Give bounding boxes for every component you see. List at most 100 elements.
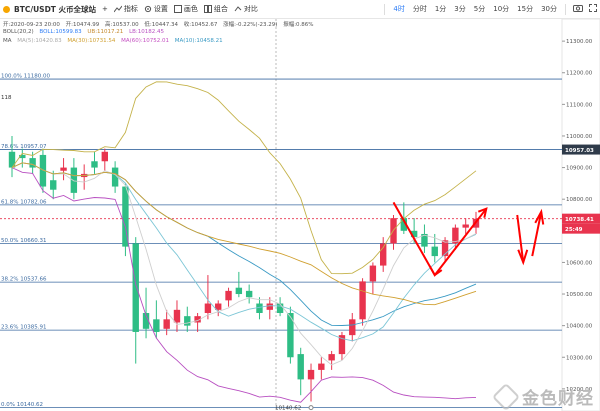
candle-body	[19, 154, 26, 159]
candle-body	[400, 218, 408, 231]
annotation-down-arrow	[516, 214, 525, 263]
price-tick-label: 11100.00	[566, 102, 593, 108]
candle-body	[122, 186, 129, 247]
candle-body	[194, 316, 201, 323]
ohlc-open: 开:10474.99	[65, 22, 100, 28]
price-tick-label: 11300.00	[566, 39, 593, 45]
settings-button[interactable]: 设置	[141, 0, 171, 19]
combo-icon	[203, 5, 212, 13]
boll-ub: UB:11017.21	[87, 29, 124, 35]
boll-lower-band	[11, 167, 477, 403]
price-tick-label: 10600.00	[566, 260, 593, 266]
candle-body	[359, 281, 366, 320]
compare-label: 对比	[243, 5, 258, 13]
palette-icon	[173, 5, 182, 13]
gear-icon	[144, 5, 152, 13]
ohlc-close: 收:10452.67	[183, 22, 218, 28]
annotation-arrow-head	[428, 265, 443, 277]
timeframe-3m[interactable]: 3分	[454, 5, 466, 13]
camera-icon	[573, 4, 583, 14]
candle-body	[142, 313, 150, 329]
price-tick-label: 10500.00	[566, 292, 593, 298]
timeframe-line[interactable]: 分时	[412, 5, 427, 13]
candle-body	[276, 303, 284, 313]
symbol-label: BTC/USDT 火币全球站	[14, 4, 97, 14]
candle-body	[266, 303, 273, 310]
candle-body	[215, 303, 222, 310]
camera-button[interactable]	[570, 0, 586, 19]
countdown-tag-bg	[562, 223, 600, 234]
ma30-line	[11, 162, 477, 306]
ma-legend[interactable]: MA MA(5):10420.83 MA(30):10731.54 MA(60)…	[3, 38, 227, 44]
highlight-price-tag: 10957.03	[565, 148, 594, 154]
fib-label: 61.8% 10782.06	[1, 199, 47, 205]
add-label: +	[102, 5, 108, 13]
timeframe-10m[interactable]: 10分	[493, 5, 510, 13]
candle-body	[70, 167, 78, 193]
indicator-label: 指标	[123, 5, 138, 13]
candle-body	[39, 154, 47, 187]
indicator-button[interactable]: 指标	[111, 0, 141, 19]
annotation-arrow-head	[517, 249, 529, 266]
boll-legend[interactable]: BOLL(20,2) BOLL:10599.83 UB:11017.21 LB:…	[3, 29, 168, 35]
candle-body	[8, 151, 16, 168]
candle-body	[60, 167, 67, 171]
timeframe-1m[interactable]: 1分	[434, 5, 447, 13]
top-left-value: 118	[1, 95, 12, 101]
candlestick-chart[interactable]: 11300.00 11200.00 11100.00 11000.00 10900.00…	[0, 18, 600, 411]
last-price-tag: 10738.41	[565, 217, 594, 223]
ohlc-high: 高:10537.00	[105, 22, 139, 28]
countdown-tag: 25:49	[565, 227, 583, 233]
timeframe-4h[interactable]: 4时	[393, 5, 405, 13]
last-price-tag-bg	[562, 213, 600, 224]
boll-value: BOLL:10599.83	[39, 29, 82, 35]
combo-label: 组合	[213, 5, 228, 13]
candle-body	[287, 313, 294, 358]
timeframe-15m[interactable]: 15分	[517, 5, 534, 13]
low-marker-dot	[308, 405, 314, 411]
price-tick-label: 11200.00	[566, 71, 593, 77]
ma5-line	[11, 162, 477, 366]
candle-body	[29, 158, 36, 168]
fullscreen-icon	[589, 4, 597, 14]
draw-button[interactable]: 画色	[171, 0, 201, 19]
candle-body	[441, 240, 449, 257]
annotation-arrow-head	[477, 207, 488, 218]
add-button[interactable]: +	[99, 0, 111, 19]
compare-button[interactable]: 对比	[231, 0, 261, 19]
candle-body	[225, 290, 232, 301]
highlight-price-tag-bg	[562, 144, 600, 155]
candle-body	[452, 227, 459, 244]
candle-body	[297, 354, 304, 380]
candle-body	[431, 246, 438, 257]
price-tick-label: 10800.00	[566, 197, 593, 203]
timeframe-5m[interactable]: 5分	[473, 5, 486, 13]
timeframe-30m[interactable]: 30分	[541, 5, 557, 13]
boll-name: BOLL(20,2)	[3, 29, 34, 35]
watermark: 金色财经	[491, 382, 594, 411]
candle-body	[153, 319, 160, 332]
toolbar-divider	[384, 3, 386, 15]
candle-body	[184, 316, 191, 326]
fib-label: 78.6% 10957.07	[1, 144, 47, 150]
candle-body	[256, 303, 263, 313]
candle-body	[235, 287, 243, 295]
candle-body	[163, 319, 170, 329]
combo-button[interactable]: 组合	[201, 0, 231, 19]
price-tick-label: 10900.00	[566, 166, 593, 172]
indicator-icon	[113, 5, 122, 13]
candle-body	[338, 335, 346, 355]
chart-area[interactable]: 11300.00 11200.00 11100.00 11000.00 10900.00…	[0, 18, 600, 411]
candle-body	[132, 243, 139, 332]
candle-body	[111, 167, 119, 187]
candle-body	[91, 161, 98, 168]
low-marker-label: 10140.62	[275, 406, 301, 411]
symbol-selector[interactable]: BTC/USDT 火币全球站	[0, 0, 99, 19]
candle-body	[380, 243, 387, 266]
ma5-value: MA(5):10420.83	[17, 38, 62, 44]
candle-body	[349, 319, 356, 336]
fullscreen-button[interactable]	[586, 0, 600, 19]
ohlc-legend: 开:2020-09-23 20:00 开:10474.99 高:10537.00…	[3, 20, 318, 28]
ohlc-amplitude: 振幅:0.86%	[283, 22, 314, 28]
candle-body	[369, 265, 377, 282]
